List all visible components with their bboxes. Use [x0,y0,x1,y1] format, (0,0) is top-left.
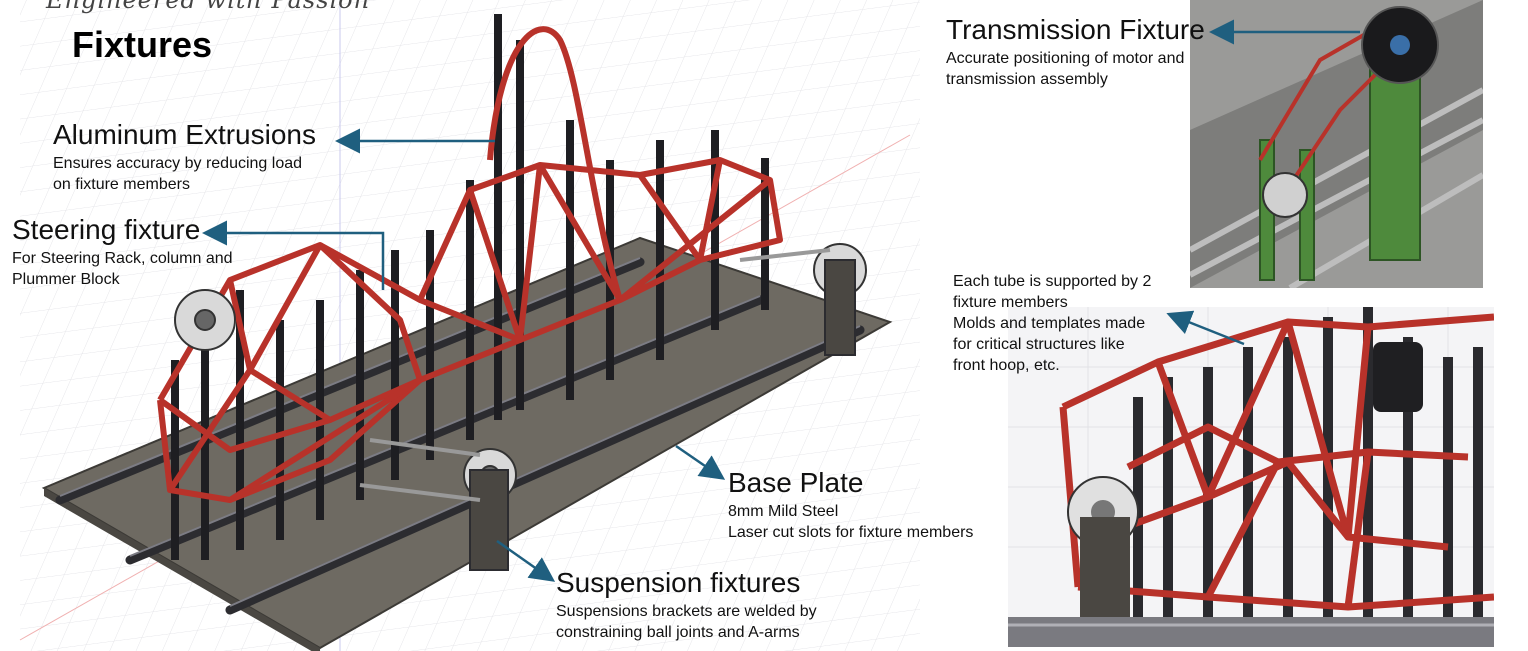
callout-line: Ensures accuracy by reducing load [53,155,303,172]
callout-line: Laser cut slots for fixture members [728,524,974,541]
callout-line: Each tube is supported by 2 [953,273,1152,290]
main-fixture-render [19,0,920,651]
callout-line: front hoop, etc. [953,357,1060,374]
callout-line: Suspensions brackets are welded by [556,603,817,620]
callout-line: transmission assembly [946,71,1108,88]
callout-tube-support: Each tube is supported by 2 fixture memb… [953,271,1151,376]
callout-line: on fixture members [53,176,190,193]
callout-suspension: Suspension fixtures Suspensions brackets… [556,567,817,643]
callout-title: Steering fixture [12,214,201,245]
callout-transmission: Transmission Fixture Accurate positionin… [946,14,1205,90]
callout-title: Transmission Fixture [946,14,1205,45]
front-hoop-render [1008,307,1494,647]
callout-base-plate: Base Plate 8mm Mild Steel Laser cut slot… [728,467,973,543]
callout-line: constraining ball joints and A-arms [556,624,800,641]
callout-line: Plummer Block [12,271,120,288]
callout-title: Base Plate [728,467,864,498]
slide-tagline: Engineered with Passion [46,0,371,14]
callout-aluminum: Aluminum Extrusions Ensures accuracy by … [53,119,316,195]
callout-line: 8mm Mild Steel [728,503,839,520]
slide-title: Fixtures [72,24,213,65]
callout-line: fixture members [953,294,1068,311]
callout-line: Accurate positioning of motor and [946,50,1185,67]
callout-line: for critical structures like [953,336,1125,353]
callout-title: Suspension fixtures [556,567,801,598]
callout-steering: Steering fixture For Steering Rack, colu… [12,214,233,290]
callout-title: Aluminum Extrusions [53,119,316,150]
callout-line: For Steering Rack, column and [12,250,233,267]
callout-line: Molds and templates made [953,315,1146,332]
transmission-fixture-render [1190,0,1483,288]
